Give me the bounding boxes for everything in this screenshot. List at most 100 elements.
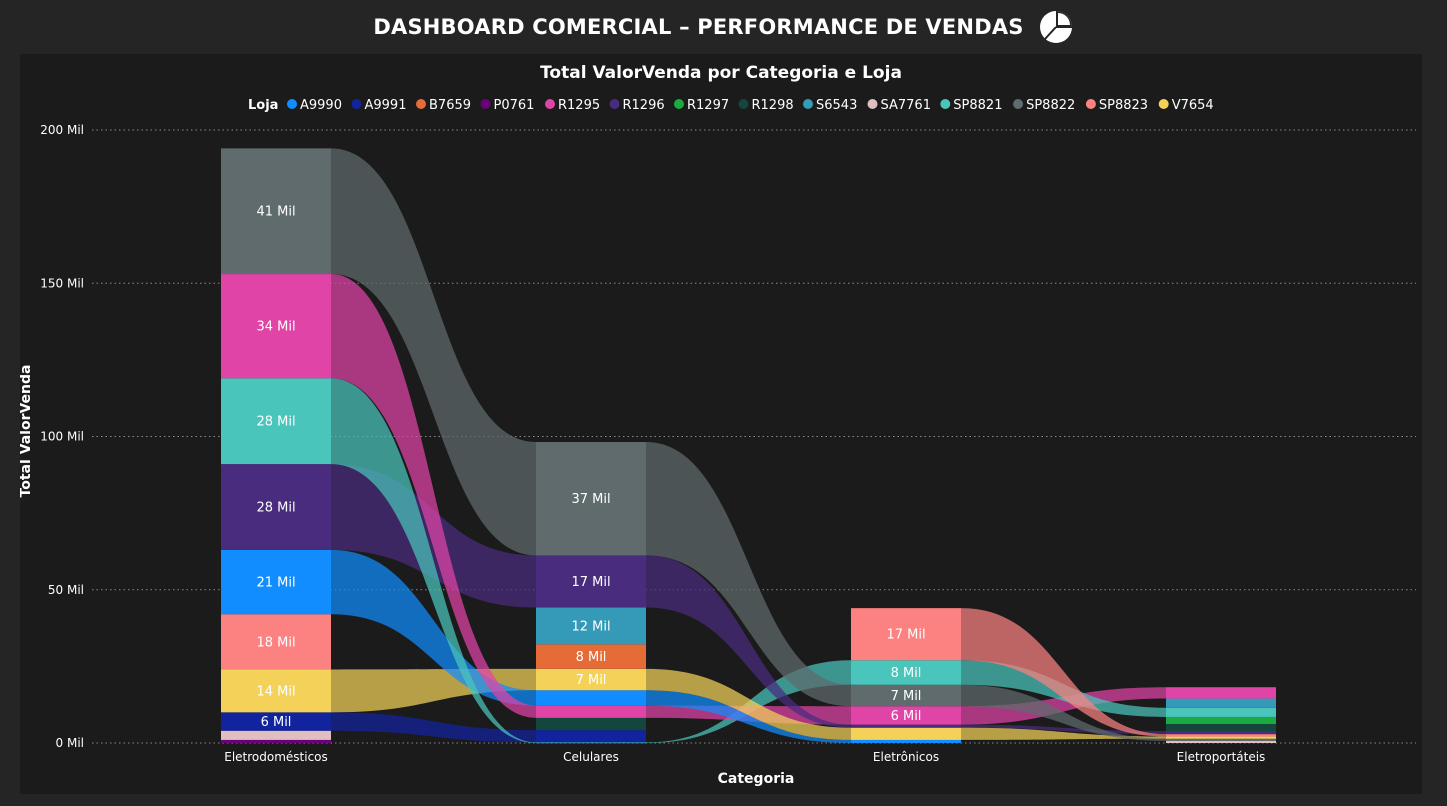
ribbon-a9990[interactable] <box>646 690 851 743</box>
legend-item[interactable]: R1298 <box>738 98 794 113</box>
legend-marker <box>1085 99 1096 109</box>
bar-segment-v7654[interactable] <box>536 668 646 691</box>
bar-segment-sa7761[interactable] <box>221 730 331 740</box>
bar-segment-sp8821[interactable] <box>1166 707 1276 717</box>
bar-segment-a9990[interactable] <box>851 739 961 743</box>
bar-segment-r1295[interactable] <box>536 705 646 718</box>
legend-item[interactable]: R1297 <box>674 98 729 113</box>
bar-segment-p0761[interactable] <box>221 739 331 743</box>
bar-segment-v7654[interactable] <box>1166 736 1276 739</box>
legend-item[interactable]: SP8821 <box>940 98 1002 113</box>
bar-segment-sp8822[interactable] <box>1166 738 1276 741</box>
bar-segment-sa7761[interactable] <box>1166 740 1276 743</box>
ribbon-a9990[interactable] <box>331 549 536 706</box>
bar-segment-r1296[interactable] <box>851 724 961 728</box>
legend-marker <box>545 99 555 109</box>
data-label: 34 Mil <box>256 320 295 335</box>
bar-segment-sp8821[interactable] <box>221 378 331 465</box>
ribbon-sp8822[interactable] <box>961 684 1166 741</box>
legend-item[interactable]: A9991 <box>351 98 407 113</box>
bar-segment-sp8822[interactable] <box>536 442 646 556</box>
ribbon-r1296[interactable] <box>961 724 1166 735</box>
ribbon-sp8822[interactable] <box>646 442 851 707</box>
bar-segment-sp8821[interactable] <box>536 742 646 744</box>
bar-segment-v7654[interactable] <box>221 669 331 713</box>
legend-marker <box>480 99 491 109</box>
ribbon-r1295[interactable] <box>961 687 1166 725</box>
legend-label: B7659 <box>429 98 471 113</box>
bar-segment-r1295[interactable] <box>851 706 961 725</box>
bar-segment-a9991[interactable] <box>221 712 331 731</box>
ribbon-chart[interactable]: Total ValorVenda por Categoria e Loja Lo… <box>18 54 1422 794</box>
legend: Loja A9990 A9991 B7659 P0761 R1295 R1296 R1297 R… <box>248 98 1214 113</box>
chart-title: Total ValorVenda por Categoria e Loja <box>540 63 902 83</box>
legend-item[interactable]: R1295 <box>545 98 600 113</box>
dashboard-title: DASHBOARD COMERCIAL – PERFORMANCE DE VEN… <box>373 15 1024 39</box>
legend-label: V7654 <box>1172 98 1214 113</box>
bar-segment-r1295[interactable] <box>221 274 331 379</box>
data-label: 8 Mil <box>891 666 922 681</box>
bar-segment-a9990[interactable] <box>536 690 646 706</box>
legend-marker <box>287 99 297 109</box>
bar-segment-s6543[interactable] <box>536 607 646 645</box>
data-label: 6 Mil <box>261 715 292 730</box>
bar-segment-r1296[interactable] <box>1166 731 1276 735</box>
legend-label: R1296 <box>623 98 665 113</box>
x-tick-label: Eletroportáteis <box>1177 750 1266 764</box>
legend-label: R1297 <box>687 98 729 113</box>
x-tick-label: Eletrodomésticos <box>224 750 328 764</box>
legend-item[interactable]: SP8823 <box>1085 98 1148 113</box>
legend-item[interactable]: SA7761 <box>867 98 931 113</box>
data-label: 8 Mil <box>576 650 607 665</box>
legend-item[interactable]: P0761 <box>480 98 535 113</box>
legend-item[interactable]: V7654 <box>1158 98 1214 113</box>
legend-item[interactable]: R1296 <box>609 98 665 113</box>
x-axis: Eletrodomésticos Celulares Eletrônicos Elet… <box>224 750 1265 764</box>
bar-segment-v7654[interactable] <box>851 727 961 740</box>
legend-marker <box>1158 99 1169 109</box>
bar-segment-r1296[interactable] <box>221 464 331 550</box>
bar-segment-r1296[interactable] <box>536 555 646 608</box>
y-tick-label: 0 Mil <box>56 736 84 750</box>
legend-item[interactable]: A9990 <box>287 98 342 113</box>
legend-marker <box>867 99 878 109</box>
ribbon-r1295[interactable] <box>331 274 536 718</box>
legend-marker <box>416 99 426 109</box>
legend-label: S6543 <box>816 98 857 113</box>
bar-segment-r1297[interactable] <box>1166 716 1276 724</box>
legend-item[interactable]: S6543 <box>803 98 857 113</box>
ribbon-v7654[interactable] <box>646 668 851 740</box>
ribbon-sp8821[interactable] <box>331 378 536 743</box>
bar-segment-sp8823[interactable] <box>221 614 331 670</box>
data-label: 18 Mil <box>256 635 295 650</box>
bar-segment-sp8823[interactable] <box>851 608 961 661</box>
bar-segment-s6543[interactable] <box>1166 698 1276 708</box>
bar-segment-sp8822[interactable] <box>221 148 331 275</box>
legend-item[interactable]: B7659 <box>416 98 471 113</box>
data-label: 28 Mil <box>256 415 295 430</box>
bar-segment-r1298[interactable] <box>536 717 646 731</box>
data-label: 7 Mil <box>891 689 922 704</box>
x-tick-label: Eletrônicos <box>873 750 939 764</box>
y-tick-label: 100 Mil <box>40 430 84 444</box>
bar-segment-sp8823[interactable] <box>1166 734 1276 737</box>
bar-segment-sp8821[interactable] <box>851 660 961 685</box>
bar-segment-r1298[interactable] <box>1166 723 1276 732</box>
data-label: 7 Mil <box>576 673 607 688</box>
data-labels: 6 Mil 14 Mil 18 Mil 21 Mil 28 Mil 28 Mil 34 Mi… <box>256 205 925 730</box>
legend-label: SP8821 <box>953 98 1002 113</box>
ribbon-a9991[interactable] <box>331 712 536 743</box>
bar-segment-b7659[interactable] <box>536 644 646 669</box>
ribbon-sp8823[interactable] <box>961 608 1166 737</box>
legend-item[interactable]: SP8822 <box>1013 98 1075 113</box>
legend-label: P0761 <box>494 98 535 113</box>
legend-marker <box>351 99 362 109</box>
bar-segment-sp8822[interactable] <box>851 684 961 707</box>
bar-segment-a9990[interactable] <box>221 549 331 615</box>
chart-panel: Total ValorVenda por Categoria e Loja Lo… <box>18 54 1422 794</box>
bar-segment-a9991[interactable] <box>536 730 646 743</box>
ribbon-sp8822[interactable] <box>331 148 536 556</box>
ribbon-r1296[interactable] <box>646 555 851 728</box>
bar-segment-r1295[interactable] <box>1166 687 1276 699</box>
y-axis-title: Total ValorVenda <box>20 365 34 498</box>
